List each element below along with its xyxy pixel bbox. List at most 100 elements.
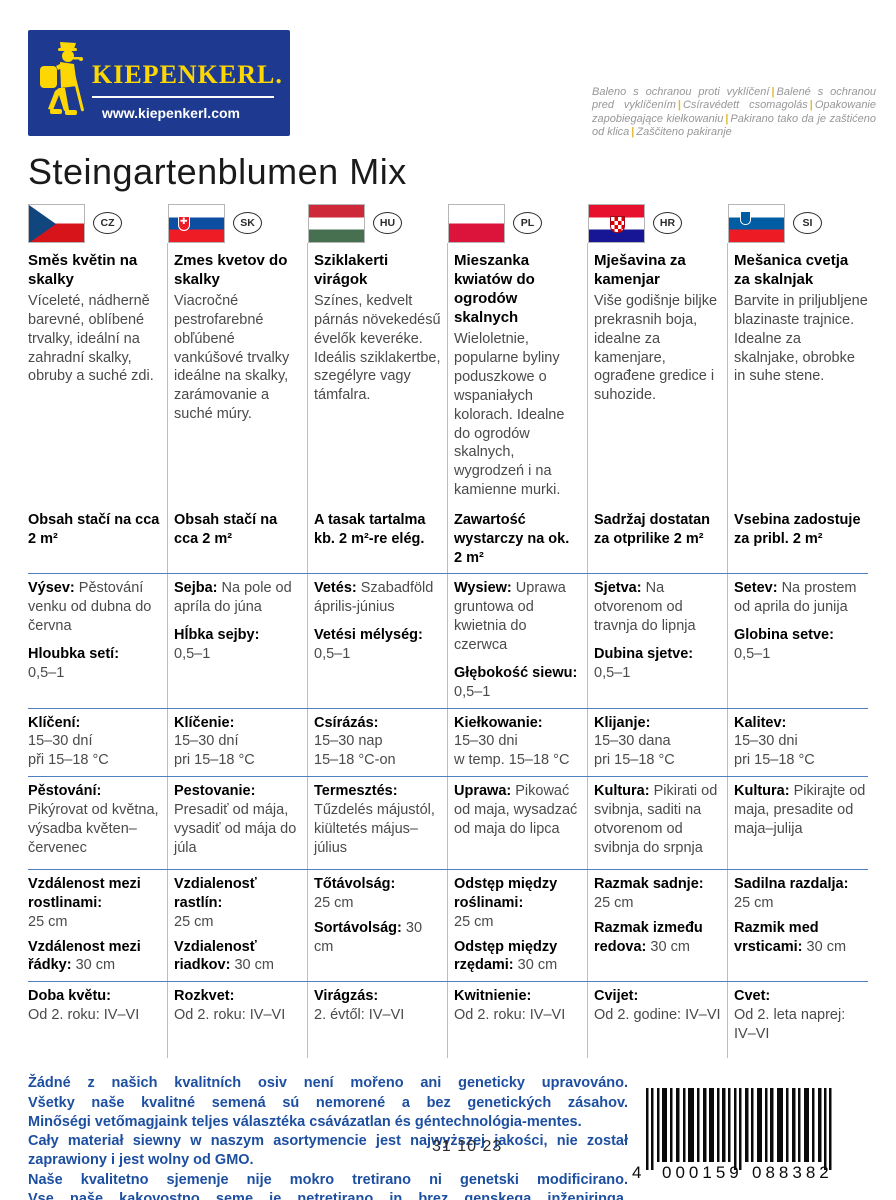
quality-line: Minőségi vetőmagjaink teljes választéka … (28, 1113, 582, 1130)
culture-si: Kultura: Pikirajte od maja, presadite od… (728, 777, 868, 869)
germination-text: 15–30 dana pri 15–18 °C (594, 733, 675, 769)
flowering-text: Od 2. roku: IV–VI (28, 1007, 140, 1024)
variety-heading: Mješavina za kamenjar (594, 251, 686, 288)
content-area-pl: Zawartość wystarczy na ok. 2 m² (448, 505, 588, 574)
flowering-text: Od 2. roku: IV–VI (454, 1007, 566, 1024)
depth-value: 0,5–1 (314, 646, 351, 662)
variety-description: Barvite in priljubljene blazinaste trajn… (734, 292, 868, 385)
flagcell-hu: HU (308, 203, 448, 243)
sowing-text: Szabadföld április-június (314, 580, 434, 616)
quality-line: Všetky naše kvalitné semená sú nemorené … (28, 1094, 628, 1111)
barcode-left-digit: 4 (632, 1163, 641, 1182)
hr-crest-icon (610, 215, 625, 233)
depth-label: Dubina sjetve: (594, 646, 694, 662)
flag-pl-icon (448, 203, 505, 243)
sowing-text: Pěstování venku od dubna do června (28, 580, 152, 635)
depth-label: Hĺbka sejby: (174, 627, 260, 644)
content-area-text: A tasak tartalma kb. 2 m²-re elég. (314, 511, 426, 547)
germination-hu: Csírázás: 15–30 nap 15–18 °C-on (308, 708, 448, 777)
sowing-depth-cz: Výsev: Pěstování venku od dubna do červn… (28, 574, 168, 708)
germination-hr: Klijanje: 15–30 dana pri 15–18 °C (588, 708, 728, 777)
germination-text: 15–30 dni w temp. 15–18 °C (454, 733, 570, 769)
sowing-label: Sjetva: (594, 580, 642, 597)
plant-spacing-value: 25 cm (454, 913, 494, 930)
flowering-text: Od 2. godine: IV–VI (594, 1007, 721, 1024)
plant-spacing-value: 25 cm (314, 894, 354, 911)
flowering-label: Cvijet: (594, 988, 639, 1005)
row-sowing-depth: Výsev: Pěstování venku od dubna do červn… (28, 574, 868, 709)
variety-description: Víceleté, nádherně barevné, oblíbené trv… (28, 292, 154, 385)
flagcell-si: SI (728, 203, 868, 243)
barcode-group1: 000159 (662, 1163, 743, 1182)
culture-label: Pestovanie: (174, 783, 256, 800)
brand-url: www.kiepenkerl.com (102, 105, 240, 121)
plant-spacing-value: 25 cm (28, 913, 68, 930)
germination-label: Csírázás: (314, 714, 379, 731)
culture-text: Pikować od maja, wysadzać od maja do lip… (454, 783, 578, 837)
culture-hr: Kultura: Pikirati od svibnja, saditi na … (588, 777, 728, 870)
content-area-hu: A tasak tartalma kb. 2 m²-re elég. (308, 505, 448, 574)
intro-si: Mešanica cvetja za skalnjak Barvite in p… (728, 243, 868, 506)
variety-heading: Zmes kvetov do skalky (174, 251, 288, 288)
intro-pl: Mieszanka kwiatów do ogrodów skalnych Wi… (448, 242, 588, 506)
flag-si-icon (728, 203, 785, 243)
flowering-label: Virágzás: (314, 988, 379, 1005)
germination-label: Kalitev: (734, 714, 787, 731)
country-code: HR (659, 217, 676, 230)
plant-spacing-value: 25 cm (174, 913, 214, 930)
row-germination: Klíčení: 15–30 dní při 15–18 °C Klíčenie:… (28, 708, 868, 778)
germination-sk: Klíčenie: 15–30 dní pri 15–18 °C (168, 708, 308, 777)
brand-divider (92, 96, 274, 98)
content-area-sk: Obsah stačí na cca 2 m² (168, 505, 308, 574)
germination-text: 15–30 dní pri 15–18 °C (174, 733, 255, 769)
culture-hu: Termesztés: Tűzdelés májustól, kiültetés… (308, 777, 448, 870)
culture-text: Tűzdelés májustól, kiültetés május–júliu… (314, 801, 435, 856)
culture-label: Kultura: (734, 783, 790, 800)
flowering-label: Cvet: (734, 988, 771, 1005)
germination-text: 15–30 nap 15–18 °C-on (314, 733, 396, 769)
notice-separator: | (725, 112, 729, 125)
sowing-depth-hr: Sjetva: Na otvorenom od travnja do lipnj… (588, 574, 728, 708)
row-culture: Pěstování: Pikýrovat od května, výsadba … (28, 777, 868, 871)
germination-pl: Kiełkowanie: 15–30 dni w temp. 15–18 °C (448, 708, 588, 777)
flowering-hu: Virágzás: 2. évtől: IV–VI (308, 982, 448, 1059)
row-spacing: Vzdálenost mezi rostlinami: 25 cm Vzdálen… (28, 870, 868, 983)
flag-hu-icon (308, 203, 365, 243)
sowing-depth-sk: Sejba: Na pole od apríla do júna Hĺbka s… (168, 574, 308, 708)
variety-description: Wieloletnie, popularne byliny poduszkowe… (454, 331, 565, 499)
depth-label: Globina setve: (734, 627, 834, 644)
country-code: HU (379, 217, 396, 230)
flowering-text: Od 2. roku: IV–VI (174, 1007, 286, 1024)
plant-spacing-value: 25 cm (734, 894, 774, 911)
depth-value: 0,5–1 (28, 664, 65, 681)
notice-separator: | (631, 126, 635, 139)
variety-description: Više godišnje biljke prekrasnih boja, id… (594, 292, 718, 404)
date-code: 31 10 23 (432, 1138, 503, 1155)
kiepenkerl-logo: KIEPENKERL. www.kiepenkerl.com (28, 30, 290, 136)
depth-value: 0,5–1 (594, 664, 631, 681)
page-title: Steingartenblumen Mix (28, 151, 407, 192)
country-code: PL (520, 217, 535, 230)
culture-pl: Uprawa: Pikować od maja, wysadzać od maj… (448, 777, 588, 870)
flags-row: CZ SK HU PL HR SI (28, 203, 868, 243)
content-area-hr: Sadržaj dostatan za otprilike 2 m² (588, 505, 728, 574)
variety-heading: Sziklakerti virágok (314, 251, 389, 288)
notice-separator: | (809, 99, 813, 112)
depth-value: 0,5–1 (174, 646, 211, 662)
spacing-cz: Vzdálenost mezi rostlinami: 25 cm Vzdálen… (28, 870, 168, 982)
sk-crest-icon (178, 215, 190, 231)
quality-line: Vse naše kakovostno seme je netretirano … (28, 1190, 628, 1200)
culture-label: Uprawa: (454, 783, 512, 800)
content-area-si: Vsebina zadostuje za pribl. 2 m² (728, 506, 868, 574)
variety-heading: Směs květin na skalky (28, 251, 138, 288)
content-area-text: Obsah stačí na cca 2 m² (28, 511, 160, 547)
sowing-label: Wysiew: (454, 580, 512, 597)
flag-cz-icon (28, 203, 85, 243)
germination-label: Klíčení: (28, 714, 81, 731)
intro-hr: Mješavina za kamenjar Više godišnje bilj… (588, 242, 728, 506)
flagcell-pl: PL (448, 203, 588, 243)
flowering-si: Cvet: Od 2. leta naprej: IV–VI (728, 982, 868, 1058)
country-code-badge-cz: CZ (93, 212, 122, 235)
notice-phrase: Zaščiteno pakiranje (636, 126, 732, 139)
sowing-depth-pl: Wysiew: Uprawa gruntowa od kwietnia do c… (448, 574, 588, 708)
